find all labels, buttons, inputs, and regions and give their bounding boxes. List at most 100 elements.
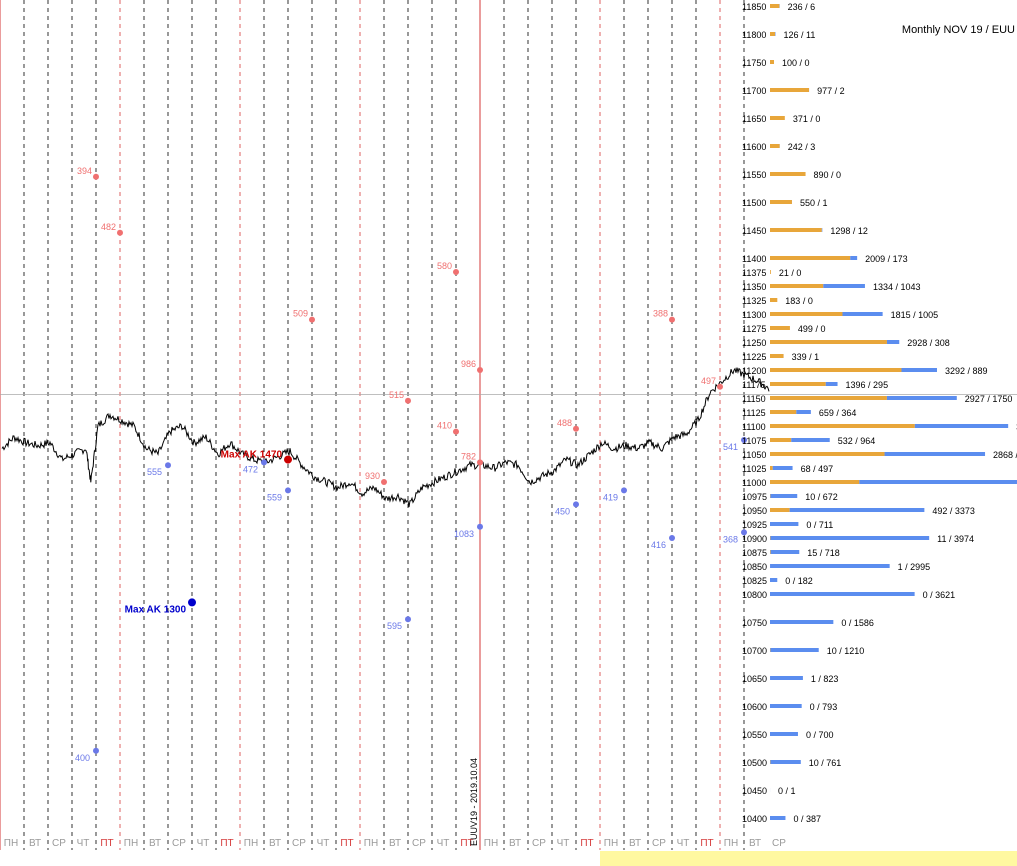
day-label: ВТ: [509, 838, 521, 849]
day-label: СР: [772, 838, 786, 849]
strike-label: 11175: [742, 380, 766, 390]
strike-label: 10600: [742, 702, 767, 712]
put-point: [741, 529, 747, 536]
put-bar: [901, 368, 937, 372]
call-point: [453, 269, 459, 275]
strike-label: 11025: [742, 464, 766, 474]
call-bar: [770, 284, 824, 288]
put-point-label: 450: [555, 506, 570, 516]
put-point-label: 368: [723, 534, 738, 544]
call-bar: [770, 270, 771, 274]
put-bar: [770, 620, 834, 624]
day-label: ВТ: [29, 838, 41, 849]
call-point-label: 488: [557, 418, 572, 428]
call-bar: [770, 326, 790, 330]
call-point: [477, 459, 483, 466]
day-label: ПТ: [100, 838, 113, 849]
bar-value-label: 0 / 1586: [841, 618, 874, 628]
call-point: [309, 316, 315, 323]
call-point-label: 580: [437, 261, 452, 271]
call-point: [717, 383, 723, 390]
strike-label: 10825: [742, 576, 767, 586]
day-label: СР: [652, 838, 666, 849]
call-bar: [770, 466, 773, 470]
strike-label: 10700: [742, 646, 767, 656]
max-point-label: Max AK 1470: [221, 450, 283, 461]
price-series: [1, 367, 770, 508]
call-point: [381, 479, 387, 485]
strike-label: 11125: [742, 408, 766, 418]
call-bar: [770, 116, 785, 120]
bar-value-label: 15 / 718: [807, 548, 840, 558]
put-bar: [859, 480, 1017, 484]
bar-value-label: 0 / 711: [806, 520, 833, 530]
call-bar: [770, 452, 885, 456]
strike-label: 10550: [742, 730, 767, 740]
call-point-label: 388: [653, 309, 668, 319]
bar-value-label: 339 / 1: [792, 352, 820, 362]
max-point: [284, 455, 292, 464]
strike-label: 11225: [742, 352, 766, 362]
put-bar: [770, 592, 915, 596]
strike-label: 11450: [742, 226, 766, 236]
strike-label: 10750: [742, 618, 767, 628]
strike-label: 10975: [742, 492, 767, 502]
day-label: ПТ: [580, 838, 593, 849]
day-label: ЧТ: [317, 838, 330, 849]
bar-value-label: 532 / 964: [838, 436, 876, 446]
day-label: ПН: [364, 838, 378, 849]
put-bar: [770, 550, 800, 554]
call-bar: [770, 354, 784, 358]
put-bar: [886, 340, 900, 344]
day-label: СР: [172, 838, 186, 849]
call-bar: [770, 410, 797, 414]
bar-value-label: 126 / 11: [783, 30, 815, 40]
call-bar: [770, 144, 780, 148]
strike-label: 10450: [742, 786, 767, 796]
call-bar: [770, 312, 843, 316]
put-bar: [770, 816, 786, 820]
bar-value-label: 499 / 0: [798, 324, 826, 334]
put-point-label: 416: [651, 540, 666, 550]
expiry-label: EUUV19 - 2019.10.04: [469, 758, 479, 846]
day-label: ПН: [484, 838, 498, 849]
bar-value-label: 68 / 497: [801, 464, 834, 474]
bar-value-label: 11 / 3974: [937, 534, 974, 544]
call-bar: [770, 172, 806, 176]
day-label: ПН: [124, 838, 138, 849]
bar-value-label: 1815 / 1005: [891, 310, 939, 320]
put-bar: [770, 564, 890, 568]
bar-value-label: 2928 / 308: [907, 338, 950, 348]
put-bar: [914, 424, 1009, 428]
day-label: ПТ: [700, 838, 713, 849]
call-point-label: 497: [701, 376, 716, 386]
bar-value-label: 1 / 2995: [898, 562, 931, 572]
put-bar: [770, 536, 930, 540]
day-label: ПН: [604, 838, 618, 849]
strike-label: 11325: [742, 296, 766, 306]
strike-label: 10400: [742, 814, 767, 824]
call-bar: [770, 228, 822, 232]
call-bar: [770, 4, 780, 8]
call-point-label: 410: [437, 421, 452, 431]
strike-label: 10950: [742, 506, 767, 516]
bar-value-label: 242 / 3: [788, 142, 816, 152]
call-point-label: 986: [461, 359, 476, 369]
bar-value-label: 0 / 182: [785, 576, 813, 586]
strike-label: 11000: [742, 478, 766, 488]
day-label: СР: [52, 838, 66, 849]
strike-label: 11700: [742, 86, 766, 96]
strike-label: 10800: [742, 590, 767, 600]
bar-value-label: 659 / 364: [819, 408, 857, 418]
day-label: ПТ: [460, 838, 473, 849]
bar-value-label: 10 / 761: [809, 758, 842, 768]
call-point: [117, 229, 123, 236]
put-bar: [772, 466, 793, 470]
put-point: [405, 616, 411, 623]
day-label: СР: [292, 838, 306, 849]
strike-label: 11550: [742, 170, 766, 180]
put-point-label: 559: [267, 492, 282, 502]
strike-label: 10875: [742, 548, 767, 558]
call-bar: [770, 480, 860, 484]
bar-value-label: 2009 / 173: [865, 254, 908, 264]
